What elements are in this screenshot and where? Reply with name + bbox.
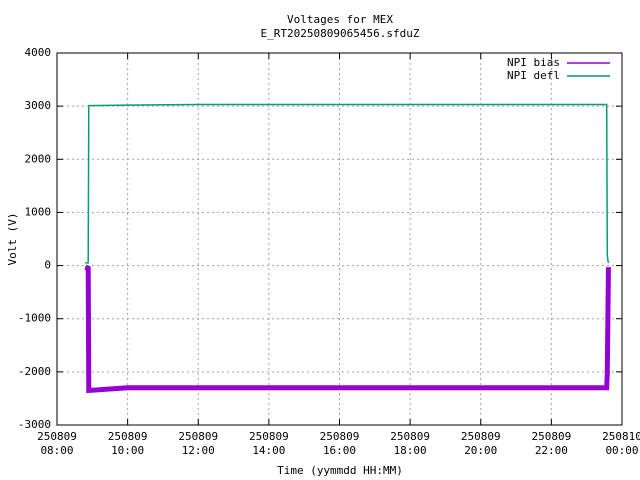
plot-frame <box>56 52 623 426</box>
x-tick-label: 250809 16:00 <box>319 430 360 457</box>
x-tick-label: 250809 10:00 <box>107 430 148 457</box>
x-axis-label: Time (yymmdd HH:MM) <box>277 464 403 477</box>
y-tick-label: -2000 <box>18 365 51 378</box>
y-tick-label: 0 <box>44 259 51 272</box>
y-tick-label: -3000 <box>18 418 51 431</box>
x-tick-label: 250809 12:00 <box>178 430 219 457</box>
data-line <box>84 264 611 394</box>
x-tick-label: 250809 14:00 <box>249 430 289 457</box>
legend-label: NPI defl <box>507 69 560 82</box>
y-tick-label: 4000 <box>25 46 52 59</box>
chart-title: Voltages for MEX <box>287 13 393 26</box>
x-tick-label: 250809 08:00 <box>37 430 77 457</box>
y-axis-label: Volt (V) <box>6 213 19 266</box>
y-tick-label: 1000 <box>25 205 52 218</box>
legend-label: NPI bias <box>507 56 560 69</box>
x-tick-label: 250809 20:00 <box>460 430 501 457</box>
y-tick-label: 2000 <box>25 152 52 165</box>
data-line <box>85 103 610 264</box>
y-tick-label: 3000 <box>25 99 52 112</box>
x-tick-label: 250809 22:00 <box>531 430 572 457</box>
x-tick-label: 250810 00:00 <box>602 430 640 457</box>
x-tick-label: 250809 18:00 <box>390 430 430 457</box>
y-tick-label: -1000 <box>18 312 51 325</box>
chart-subtitle: E_RT20250809065456.sfduZ <box>261 27 420 40</box>
